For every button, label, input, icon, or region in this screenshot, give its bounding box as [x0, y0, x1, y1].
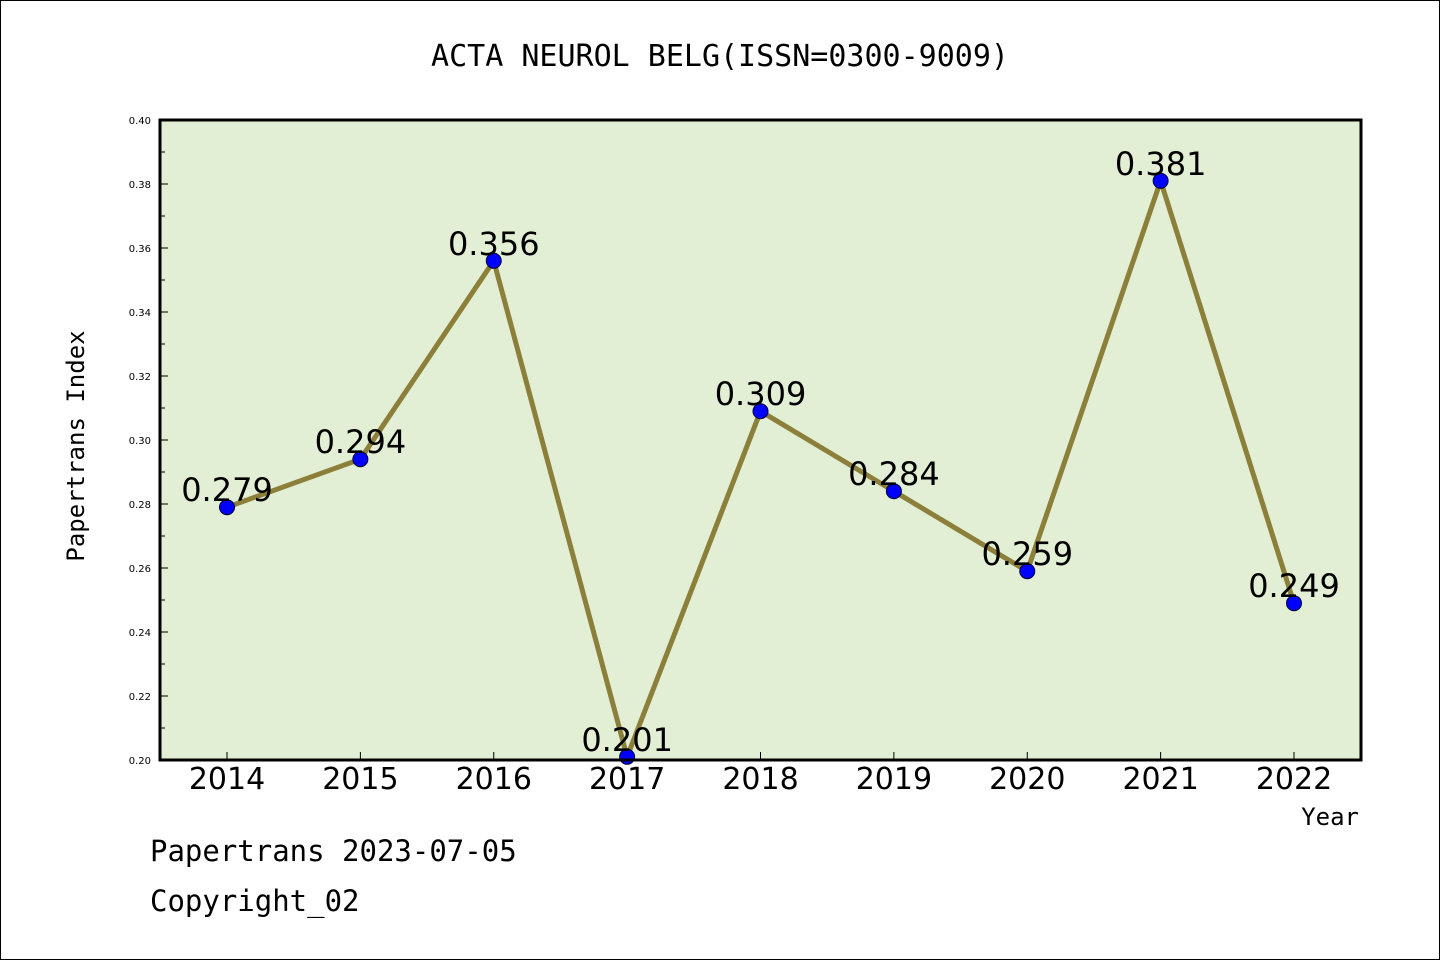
plot-border	[158, 118, 1363, 762]
chart-title: ACTA NEUROL BELG(ISSN=0300-9009)	[431, 39, 1009, 74]
x-tick-label: 2014	[189, 762, 265, 797]
data-label: 0.309	[715, 375, 807, 413]
x-tick-label: 2016	[456, 762, 532, 797]
x-axis-title: Year	[1301, 803, 1359, 831]
y-tick-label: 0.40	[129, 116, 151, 127]
footer-date: Papertrans 2023-07-05	[150, 834, 517, 868]
data-label: 0.284	[848, 455, 940, 493]
x-tick-label: 2021	[1122, 762, 1198, 797]
x-tick-label: 2018	[722, 762, 798, 797]
data-label: 0.381	[1115, 145, 1207, 183]
y-axis-title: Papertrans Index	[62, 330, 90, 561]
series-line-group	[219, 172, 1302, 765]
data-label: 0.294	[315, 423, 407, 461]
y-tick-label: 0.24	[129, 628, 151, 639]
y-tick-label: 0.28	[129, 500, 151, 511]
x-tick-label: 2019	[856, 762, 932, 797]
data-point	[219, 499, 235, 516]
data-point	[1286, 595, 1302, 612]
y-tick-label: 0.34	[129, 308, 151, 319]
data-labels: 0.279 0.294 0.356 0.201 0.309 0.284 0.259 0.381…	[181, 145, 1340, 759]
x-tick-label: 2020	[989, 762, 1065, 797]
y-tick-label: 0.36	[129, 244, 151, 255]
data-label: 0.259	[981, 535, 1073, 573]
data-point	[352, 451, 369, 468]
data-point	[1152, 172, 1169, 189]
data-point	[485, 252, 502, 269]
y-tick-label: 0.38	[129, 180, 151, 191]
data-label: 0.279	[181, 471, 273, 509]
data-point	[1019, 563, 1036, 580]
data-label: 0.201	[581, 721, 673, 759]
data-point	[885, 483, 902, 500]
footer-copyright: Copyright_02	[150, 884, 360, 918]
data-label: 0.249	[1248, 567, 1340, 605]
x-tick-label: 2017	[589, 762, 665, 797]
plot-area	[160, 120, 1361, 760]
y-tick-label: 0.26	[129, 564, 151, 575]
y-tick-label: 0.20	[129, 756, 151, 767]
y-tick-label: 0.30	[129, 436, 151, 447]
x-axis: 2014 2015 2016 2017 2018 2019 2020 2021 2022	[189, 752, 1332, 797]
x-tick-label: 2022	[1256, 762, 1332, 797]
y-tick-label: 0.32	[129, 372, 151, 383]
data-point	[752, 403, 769, 420]
data-label: 0.356	[448, 225, 540, 263]
y-tick-label: 0.22	[129, 692, 151, 703]
x-tick-label: 2015	[322, 762, 398, 797]
